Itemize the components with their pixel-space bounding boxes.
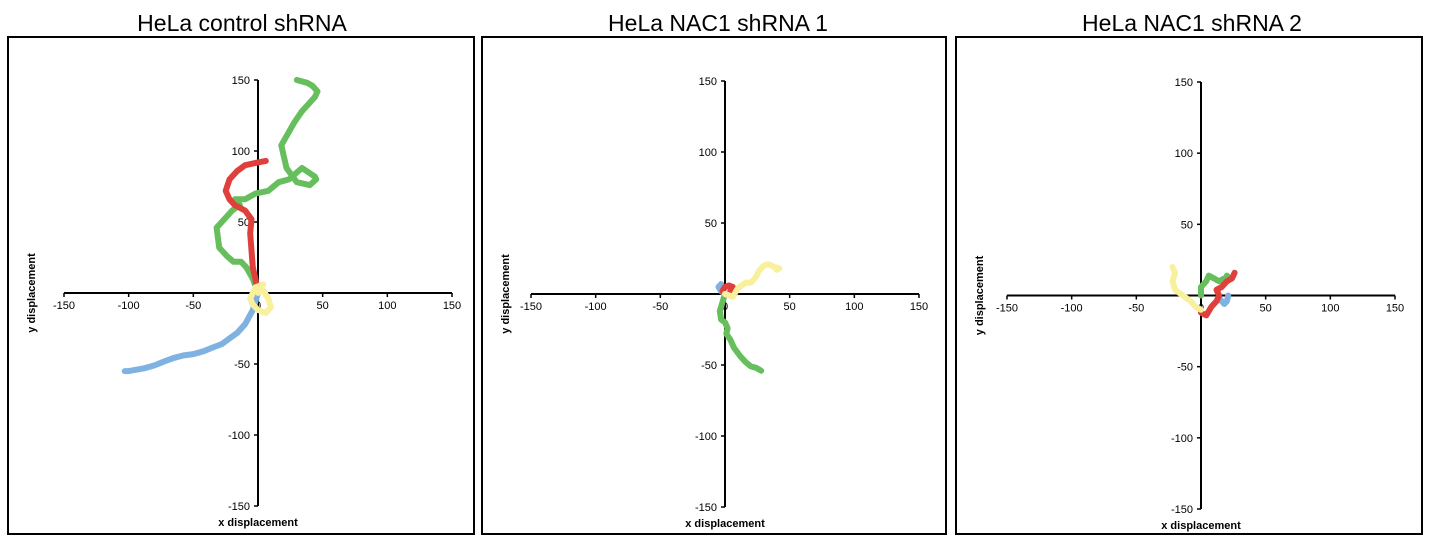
y-tick-label: -100 [228, 430, 250, 442]
x-tick-label: 50 [317, 300, 329, 312]
track-series-1 [121, 290, 261, 375]
chart-panel-1: -150 -100 -50 0 50 100 150 -150 -100 -50 50 100 150 x… [7, 36, 475, 535]
track-series-3 [719, 282, 736, 295]
y-axis-title: y displacement [26, 253, 38, 333]
track-series-4 [722, 261, 783, 300]
x-tick-label: 150 [443, 300, 461, 312]
y-tick-label: -50 [1177, 362, 1193, 374]
x-tick-label: 100 [378, 300, 396, 312]
chart-panel-3: -150 -100 -50 0 50 100 150 -150 -100 -50 50 100 150 x… [955, 36, 1423, 535]
y-tick-label: 150 [699, 76, 717, 88]
y-tick-label: -150 [228, 501, 250, 513]
x-tick-label: 50 [784, 301, 796, 313]
x-axis-title: x displacement [685, 518, 765, 530]
y-tick-label: 50 [1181, 219, 1193, 231]
x-axis-title: x displacement [218, 517, 298, 529]
y-tick-label: -50 [701, 360, 717, 372]
y-tick-label: 100 [232, 146, 250, 158]
x-tick-label: -100 [585, 301, 607, 313]
x-tick-label: 150 [1386, 303, 1404, 315]
x-tick-label: -50 [652, 301, 668, 313]
x-tick-label: -150 [520, 301, 542, 313]
x-tick-label: -100 [118, 300, 140, 312]
panel-title-1: HeLa control shRNA [137, 10, 347, 36]
y-axis-title: y displacement [500, 254, 512, 334]
chart-svg-1: -150 -100 -50 0 50 100 150-150-100-5050100150x… [26, 75, 461, 529]
y-tick-label: 150 [1175, 77, 1193, 89]
x-tick-label: 100 [1321, 303, 1339, 315]
chart-panel-2: -150 -100 -50 0 50 100 150 -150 -100 -50 50 100 150 x… [481, 36, 947, 535]
y-tick-label: -50 [234, 359, 250, 371]
y-tick-label: 100 [699, 147, 717, 159]
x-tick-label: 150 [910, 301, 928, 313]
y-tick-label: -150 [1171, 504, 1193, 516]
y-tick-label: -100 [1171, 433, 1193, 445]
y-tick-label: -150 [695, 502, 717, 514]
x-tick-label: -150 [53, 300, 75, 312]
track-series-2 [213, 77, 321, 296]
x-tick-label: -50 [1128, 303, 1144, 315]
panel-title-2: HeLa NAC1 shRNA 1 [608, 10, 828, 36]
y-tick-label: 150 [232, 75, 250, 87]
y-tick-label: 50 [238, 217, 250, 229]
y-tick-label: 100 [1175, 148, 1193, 160]
x-tick-label: 100 [845, 301, 863, 313]
x-axis-title: x displacement [1161, 520, 1241, 532]
y-tick-label: -100 [695, 431, 717, 443]
y-tick-label: 50 [705, 218, 717, 230]
track-series-3 [1198, 269, 1238, 319]
x-tick-label: 50 [1260, 303, 1272, 315]
x-tick-label: -50 [185, 300, 201, 312]
track-series-2 [716, 291, 765, 374]
track-series-1 [1216, 292, 1232, 307]
chart-svg-3: -150 -100 -50 0 50 100 150-150-100-5050100150x… [974, 77, 1404, 532]
y-axis-title: y displacement [974, 255, 986, 335]
panel-title-3: HeLa NAC1 shRNA 2 [1082, 10, 1302, 36]
chart-svg-2: -150 -100 -50 0 50 100 150 -150 -100 -50 50 100 150 x… [500, 76, 928, 530]
x-tick-label: -150 [996, 303, 1018, 315]
x-tick-label: -100 [1061, 303, 1083, 315]
x-tick-label: 0 [722, 301, 728, 313]
track-series-4 [1169, 264, 1204, 313]
track-series-4 [247, 281, 274, 316]
track-series-3 [222, 157, 269, 296]
